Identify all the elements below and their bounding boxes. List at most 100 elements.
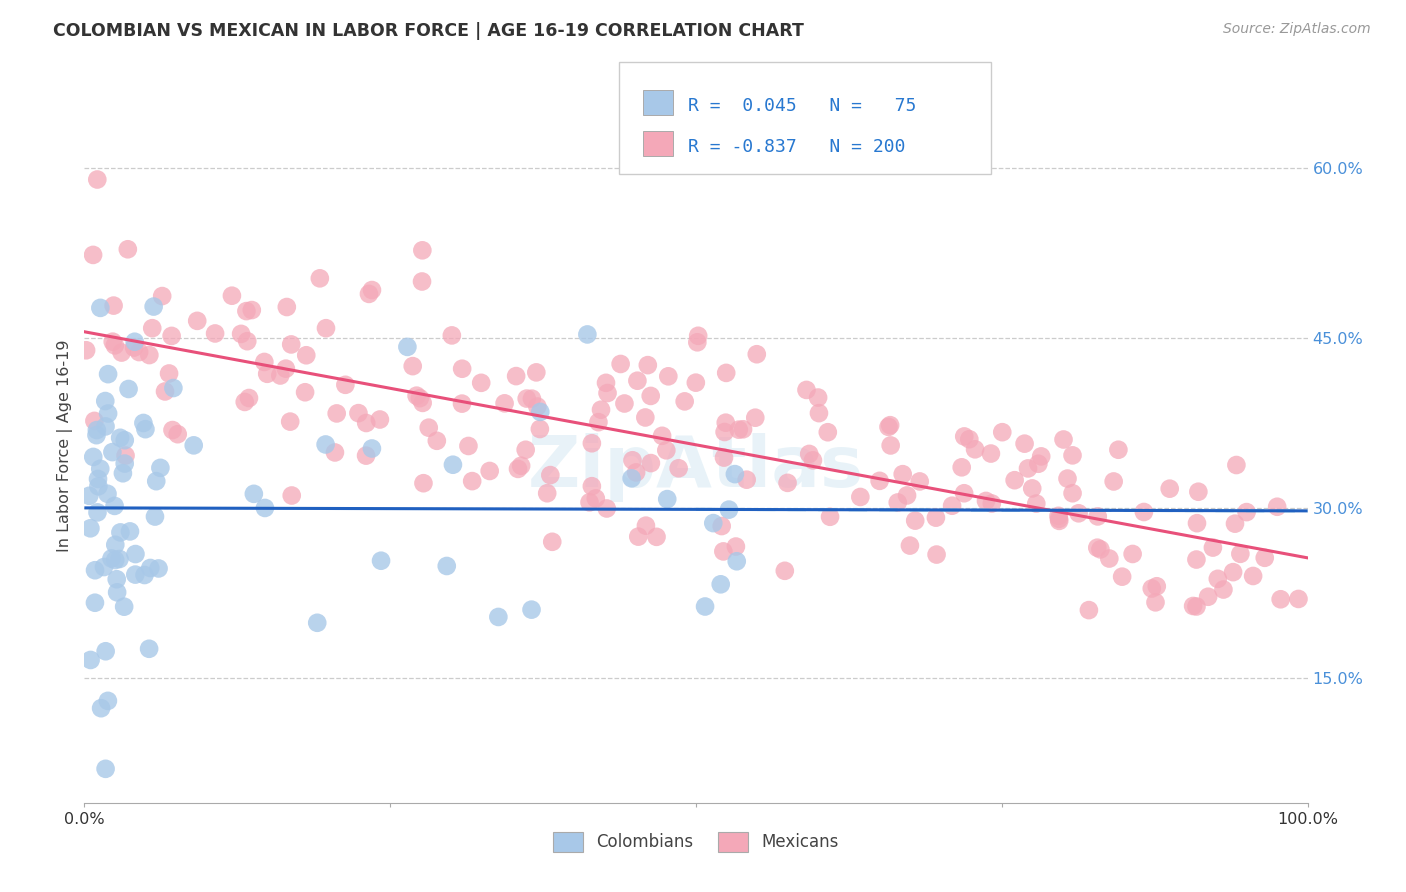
Point xyxy=(668,461,690,475)
Point xyxy=(1090,542,1112,557)
Point xyxy=(361,283,384,297)
Point xyxy=(294,385,316,400)
Point xyxy=(457,439,479,453)
Point xyxy=(1241,569,1264,583)
Point xyxy=(243,487,266,501)
Point xyxy=(111,467,134,481)
Point xyxy=(725,554,748,568)
Point xyxy=(1229,547,1251,561)
Point xyxy=(105,572,128,586)
Point xyxy=(1187,484,1209,499)
Point xyxy=(877,420,900,434)
Point xyxy=(869,474,891,488)
Point xyxy=(688,328,710,343)
Point xyxy=(693,599,716,614)
Point xyxy=(908,475,931,489)
Point xyxy=(117,242,139,256)
Point xyxy=(325,406,347,420)
Point xyxy=(626,374,648,388)
Point xyxy=(84,596,107,610)
Point xyxy=(505,369,527,384)
Point xyxy=(470,376,492,390)
Point xyxy=(541,534,564,549)
Point xyxy=(596,386,619,401)
Point xyxy=(418,420,440,434)
Point xyxy=(269,368,291,383)
Point xyxy=(716,366,738,380)
Point xyxy=(879,418,901,433)
Point xyxy=(104,338,127,352)
Point xyxy=(640,456,662,470)
Point xyxy=(657,492,679,507)
Point xyxy=(620,471,643,485)
Point xyxy=(506,462,529,476)
Point xyxy=(221,289,243,303)
Point xyxy=(412,476,434,491)
Point xyxy=(396,340,419,354)
Point xyxy=(1140,582,1163,596)
Point xyxy=(717,502,740,516)
Point xyxy=(157,367,180,381)
Point xyxy=(101,334,124,349)
Point xyxy=(589,402,612,417)
Point xyxy=(904,514,927,528)
Point xyxy=(817,425,839,440)
Point xyxy=(354,416,377,430)
Point xyxy=(1212,582,1234,597)
Point xyxy=(898,539,921,553)
Point xyxy=(122,341,145,355)
Point xyxy=(1017,461,1039,475)
Point xyxy=(124,567,146,582)
Point xyxy=(515,442,537,457)
Point xyxy=(138,348,160,362)
Point xyxy=(1236,505,1258,519)
Point xyxy=(124,547,146,561)
Point xyxy=(953,429,976,443)
Point xyxy=(673,394,696,409)
Point xyxy=(953,486,976,500)
Point xyxy=(980,496,1002,510)
Point xyxy=(134,568,156,582)
Point xyxy=(957,432,980,446)
Point xyxy=(86,428,108,442)
Point xyxy=(236,334,259,349)
Point xyxy=(516,392,538,406)
Point xyxy=(710,519,733,533)
Point xyxy=(925,548,948,562)
Point xyxy=(82,248,104,262)
Point xyxy=(134,422,156,436)
Point xyxy=(409,391,432,405)
Point xyxy=(361,442,384,456)
Point xyxy=(510,458,533,473)
Point xyxy=(1185,552,1208,566)
Point xyxy=(278,415,301,429)
Point xyxy=(97,367,120,381)
Point xyxy=(93,560,115,574)
Point xyxy=(1185,599,1208,614)
Text: ZipAtlas: ZipAtlas xyxy=(529,433,863,502)
Point xyxy=(132,416,155,430)
Point xyxy=(145,474,167,488)
Point xyxy=(621,453,644,467)
Point xyxy=(323,445,346,459)
Point xyxy=(1107,442,1129,457)
Point xyxy=(773,564,796,578)
Point xyxy=(100,551,122,566)
Point xyxy=(724,467,747,482)
Point xyxy=(731,422,754,436)
Point xyxy=(686,335,709,350)
Y-axis label: In Labor Force | Age 16-19: In Labor Force | Age 16-19 xyxy=(58,340,73,552)
Point xyxy=(651,429,673,443)
Point xyxy=(94,419,117,434)
Point xyxy=(980,446,1002,460)
Point xyxy=(143,509,166,524)
Point xyxy=(609,357,631,371)
Point xyxy=(105,585,128,599)
Point xyxy=(585,491,607,506)
Point xyxy=(204,326,226,341)
Point xyxy=(90,701,112,715)
Point xyxy=(879,438,901,452)
Point xyxy=(110,525,132,540)
Point xyxy=(685,376,707,390)
Point xyxy=(776,475,799,490)
